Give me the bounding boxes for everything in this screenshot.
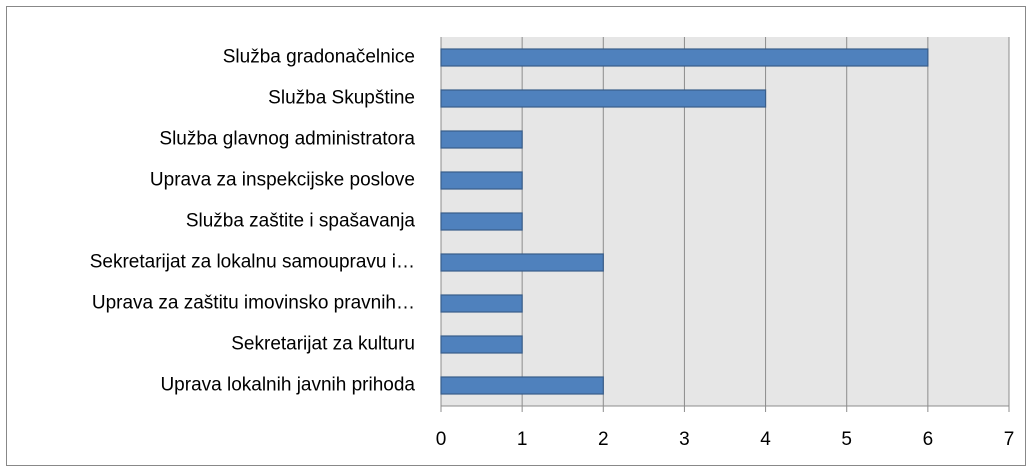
bar (440, 335, 523, 354)
bar (440, 48, 929, 67)
y-tick-label: Služba glavnog administratora (159, 129, 415, 150)
bar (440, 212, 523, 231)
bar (440, 294, 523, 313)
x-tick-label: 7 (1004, 429, 1015, 450)
y-tick-label: Služba Skupštine (268, 88, 415, 109)
bar (440, 253, 604, 272)
x-tick-label: 0 (436, 429, 447, 450)
y-tick-label: Sekretarijat za lokalnu samoupravu i… (90, 252, 415, 273)
y-tick-label: Služba zaštite i spašavanja (186, 211, 416, 232)
x-tick-label: 6 (923, 429, 934, 450)
x-tick-label: 5 (841, 429, 852, 450)
y-tick-label: Služba gradonačelnice (223, 47, 415, 68)
bar (440, 130, 523, 149)
y-tick-label: Uprava za zaštitu imovinsko pravnih… (92, 293, 415, 314)
bar (440, 171, 523, 190)
y-tick-label: Uprava lokalnih javnih prihoda (160, 375, 415, 396)
x-tick-label: 4 (760, 429, 771, 450)
bar (440, 89, 767, 108)
x-tick-label: 1 (517, 429, 528, 450)
bar (440, 376, 604, 395)
x-tick-label: 3 (679, 429, 690, 450)
y-tick-label: Uprava za inspekcijske poslove (150, 170, 415, 191)
x-tick-label: 2 (598, 429, 609, 450)
y-tick-label: Sekretarijat za kulturu (231, 334, 415, 355)
